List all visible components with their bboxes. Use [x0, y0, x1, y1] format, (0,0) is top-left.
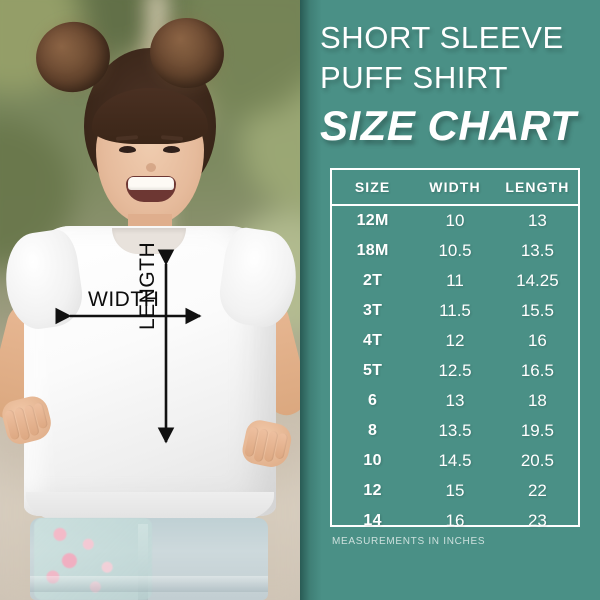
size-cell: 3T [362, 302, 383, 319]
size-chart-panel: SHORT SLEEVE PUFF SHIRT SIZE CHART SIZE … [300, 0, 600, 600]
width-cell: 14.5 [438, 451, 472, 470]
width-cell: 15 [445, 481, 465, 500]
page-title: SIZE CHART [320, 102, 577, 149]
width-cell: 12 [445, 331, 465, 350]
table-row: 6 13 18 [332, 386, 578, 416]
table-row: 18M 10.5 13.5 [332, 236, 578, 266]
width-cell: 10.5 [438, 241, 472, 260]
child-model [0, 0, 300, 600]
column-header-width: WIDTH [413, 170, 497, 206]
table-row: 12 15 22 [332, 476, 578, 506]
hair-bun-left [17, 3, 129, 111]
product-photo: WIDTH LENGTH [0, 0, 300, 600]
width-cell: 13.5 [438, 421, 472, 440]
title-line-2: PUFF SHIRT [320, 60, 508, 95]
length-cell: 16 [527, 331, 547, 350]
size-cell: 14 [363, 512, 382, 529]
width-cell: 16 [445, 511, 465, 530]
column-header-length: LENGTH [496, 170, 578, 206]
length-cell: 13.5 [520, 241, 554, 260]
shorts-cuff [30, 576, 268, 592]
length-cell: 23 [527, 511, 547, 530]
size-cell: 6 [367, 392, 378, 409]
length-cell: 15.5 [520, 301, 554, 320]
eye-left [119, 146, 136, 153]
table-header-row: SIZE WIDTH LENGTH [332, 170, 578, 206]
sequin-shorts-panel [34, 518, 152, 600]
length-cell: 22 [527, 481, 547, 500]
length-cell: 16.5 [520, 361, 554, 380]
width-cell: 13 [445, 391, 465, 410]
size-cell: 4T [362, 332, 383, 349]
size-cell: 2T [362, 272, 383, 289]
eye-right [163, 146, 180, 153]
length-cell: 18 [527, 391, 547, 410]
column-header-size: SIZE [332, 170, 414, 206]
width-cell: 10 [445, 211, 465, 230]
size-cell: 8 [367, 422, 378, 439]
size-table: SIZE WIDTH LENGTH 12M 10 13 18M 10.5 13.5 2T 11… [332, 170, 578, 536]
length-cell: 20.5 [520, 451, 554, 470]
length-cell: 14.25 [516, 271, 559, 290]
length-cell: 13 [527, 211, 547, 230]
title-line-1: SHORT SLEEVE [320, 20, 564, 55]
table-row: 8 13.5 19.5 [332, 416, 578, 446]
size-cell: 5T [362, 362, 383, 379]
table-row: 5T 12.5 16.5 [332, 356, 578, 386]
hair-bun-right [132, 0, 242, 106]
width-cell: 12.5 [438, 361, 472, 380]
size-table-container: SIZE WIDTH LENGTH 12M 10 13 18M 10.5 13.5 2T 11… [330, 168, 580, 530]
length-cell: 19.5 [520, 421, 554, 440]
hair-fringe [92, 88, 208, 144]
width-cell: 11 [446, 271, 464, 290]
measurement-units-note: MEASUREMENTS IN INCHES [332, 536, 486, 547]
nose [146, 163, 156, 172]
panel-titles: SHORT SLEEVE PUFF SHIRT SIZE CHART [320, 18, 586, 150]
size-cell: 12 [363, 482, 382, 499]
table-row: 10 14.5 20.5 [332, 446, 578, 476]
table-row: 12M 10 13 [332, 205, 578, 236]
size-cell: 18M [356, 242, 389, 259]
size-cell: 10 [363, 452, 382, 469]
mouth [126, 176, 176, 202]
table-row: 4T 12 16 [332, 326, 578, 356]
table-row: 14 16 23 [332, 506, 578, 536]
size-cell: 12M [356, 212, 389, 229]
table-row: 2T 11 14.25 [332, 266, 578, 296]
width-cell: 11.5 [439, 301, 471, 320]
table-row: 3T 11.5 15.5 [332, 296, 578, 326]
size-table-body: 12M 10 13 18M 10.5 13.5 2T 11 14.25 3T 11.5 15.5 4T 1… [332, 205, 578, 536]
